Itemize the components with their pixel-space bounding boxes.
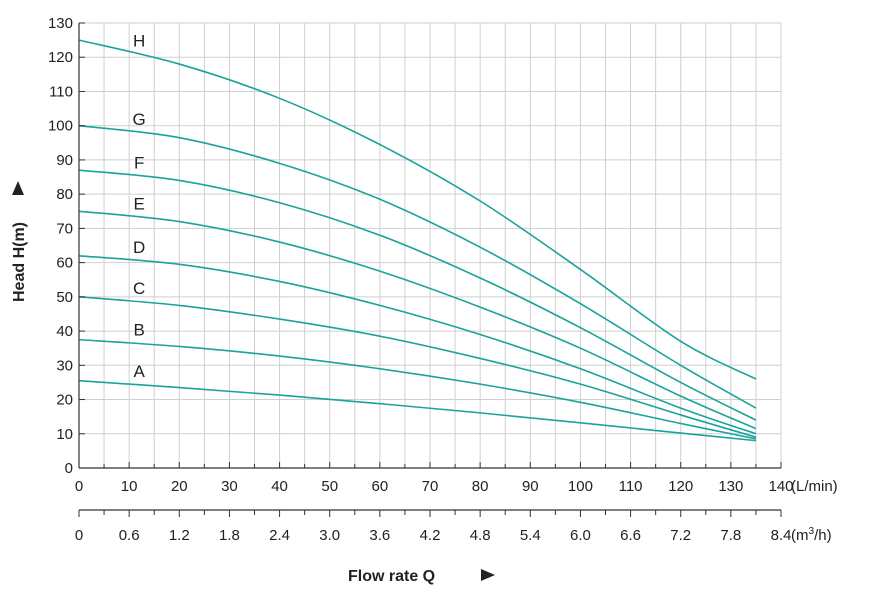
curve-a <box>78 379 757 442</box>
y-tick-label: 80 <box>56 186 73 203</box>
curve-d <box>78 254 757 435</box>
x2-tick-label: 4.2 <box>420 527 441 544</box>
curves <box>78 39 757 442</box>
curve-f <box>78 169 757 421</box>
y-tick-label: 130 <box>48 15 73 32</box>
x-tick-label: 20 <box>171 478 188 495</box>
arrow-right-icon <box>481 569 495 581</box>
y-tick-label: 120 <box>48 49 73 66</box>
x-tick-label: 120 <box>668 478 693 495</box>
x-axis-title: Flow rate Q <box>348 568 435 585</box>
curve-label-e: E <box>133 194 144 213</box>
x-axis-title-group: Flow rate Q <box>348 568 495 585</box>
x-tick-label: 30 <box>221 478 238 495</box>
x2-tick-label: 6.6 <box>620 527 641 544</box>
x2-tick-label: 0 <box>75 527 83 544</box>
curve-h <box>78 39 757 380</box>
x-tick-label: 110 <box>619 478 643 495</box>
curve-label-g: G <box>133 110 146 129</box>
y-tick-label: 90 <box>56 152 73 169</box>
x-tick-label: 40 <box>271 478 288 495</box>
y-axis-title: Head H(m) <box>11 222 28 302</box>
curve-label-f: F <box>134 153 144 172</box>
y-tick-label: 110 <box>49 83 73 100</box>
curve-g <box>78 124 757 409</box>
x-tick-label: 90 <box>522 478 539 495</box>
x2-tick-label: 0.6 <box>119 527 140 544</box>
x2-unit-suffix: /h) <box>814 527 832 544</box>
x-tick-label: 100 <box>568 478 593 495</box>
x2-tick-label: 3.0 <box>319 527 340 544</box>
x2-tick-label: 6.0 <box>570 527 591 544</box>
curve-label-b: B <box>133 321 144 340</box>
x2-tick-label: 5.4 <box>520 527 541 544</box>
curve-e <box>78 210 757 430</box>
x2-tick-label: 7.2 <box>670 527 691 544</box>
x2-tick-label: 8.4 <box>771 527 792 544</box>
curve-label-a: A <box>133 362 145 381</box>
x2-unit-sup: 3 <box>809 526 815 537</box>
x2-tick-label: 1.8 <box>219 527 240 544</box>
curve-label-d: D <box>133 238 145 257</box>
curve-b <box>78 338 757 440</box>
x-tick-label: 10 <box>121 478 138 495</box>
x2-tick-label: 2.4 <box>269 527 290 544</box>
x-tick-label: 0 <box>75 478 83 495</box>
y-axis-title-group: Head H(m) <box>11 181 28 302</box>
x2-unit-prefix: (m <box>791 527 809 544</box>
x-axis-unit: (L/min) <box>791 478 838 495</box>
x-tick-label: 80 <box>472 478 489 495</box>
secondary-x-axis-unit: (m3/h) <box>791 526 832 544</box>
curve-label-c: C <box>133 279 145 298</box>
y-tick-label: 50 <box>56 289 73 306</box>
arrow-up-icon <box>12 181 24 195</box>
x2-tick-label: 7.8 <box>720 527 741 544</box>
x-tick-label: 130 <box>718 478 743 495</box>
x2-tick-label: 4.8 <box>470 527 491 544</box>
curve-label-h: H <box>133 31 145 50</box>
y-tick-label: 40 <box>56 323 73 340</box>
curve-labels: A B C D E F G H <box>133 31 146 380</box>
y-tick-label: 60 <box>56 255 73 272</box>
grid <box>79 22 782 468</box>
curve-c <box>78 296 757 438</box>
y-tick-label: 70 <box>56 220 73 237</box>
y-tick-label: 100 <box>48 118 73 135</box>
y-tick-label: 10 <box>56 426 73 443</box>
x-tick-label: 50 <box>321 478 338 495</box>
y-tick-label: 30 <box>56 357 73 374</box>
x2-tick-label: 1.2 <box>169 527 190 544</box>
x-tick-label: 60 <box>372 478 389 495</box>
y-tick-label: 20 <box>56 392 73 409</box>
y-tick-label: 0 <box>65 460 73 477</box>
x-tick-label: 140 <box>768 478 793 495</box>
x2-tick-label: 3.6 <box>369 527 390 544</box>
x-tick-label: 70 <box>422 478 439 495</box>
